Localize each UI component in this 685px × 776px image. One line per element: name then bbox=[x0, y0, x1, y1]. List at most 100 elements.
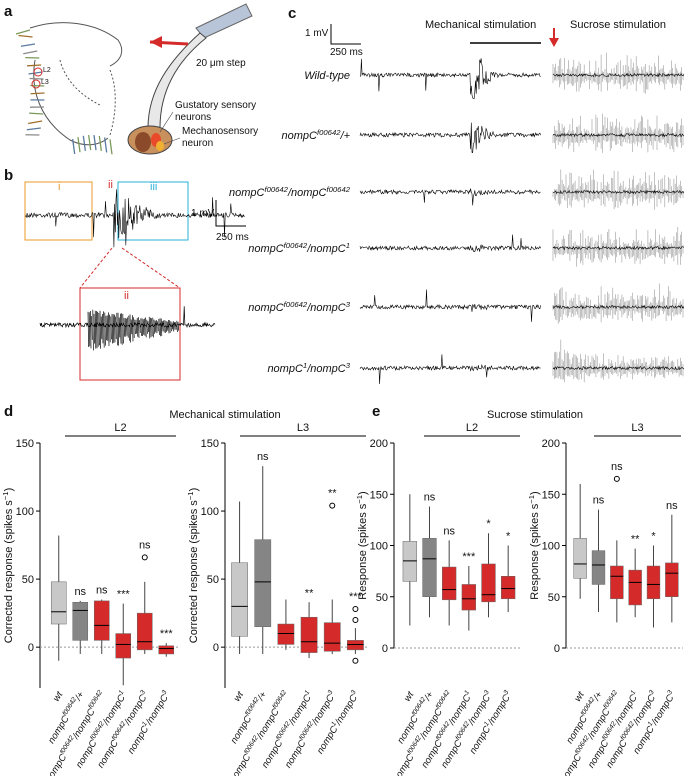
annotation: neurons bbox=[175, 112, 211, 123]
text-part: f00642 bbox=[602, 689, 619, 710]
text-part: −1 bbox=[527, 495, 536, 504]
zoom-label: ii bbox=[124, 290, 129, 302]
text-part: /+ bbox=[340, 130, 351, 142]
scale-label: 1 mV bbox=[305, 28, 329, 39]
text-part: 3 bbox=[350, 689, 358, 696]
box bbox=[591, 550, 606, 585]
segment-label: iii bbox=[150, 181, 157, 193]
box bbox=[665, 562, 679, 597]
text-part: 3 bbox=[666, 689, 674, 696]
significance: ** bbox=[631, 534, 640, 546]
significance: ns bbox=[443, 525, 455, 537]
text-part: −1 bbox=[355, 495, 364, 504]
scale-label: 250 ms bbox=[330, 47, 363, 58]
text-part: nompC bbox=[126, 724, 152, 756]
trace bbox=[359, 289, 541, 322]
box bbox=[646, 565, 661, 600]
significance: ns bbox=[257, 451, 269, 463]
bristle bbox=[93, 135, 97, 151]
group-label: L3 bbox=[631, 422, 643, 434]
stimulus-label: Sucrose stimulation bbox=[570, 19, 666, 31]
annotation: neuron bbox=[182, 138, 213, 149]
y-axis-label: Corrected response (spikes s−1) bbox=[186, 488, 200, 644]
text-part: nompC bbox=[248, 243, 284, 255]
significance: ns bbox=[593, 495, 605, 507]
trace bbox=[552, 227, 684, 267]
text-part: nompC bbox=[468, 724, 494, 756]
panel-label: c bbox=[288, 5, 296, 22]
text-part: nompC bbox=[44, 752, 70, 776]
trace bbox=[552, 189, 685, 195]
trace bbox=[87, 309, 179, 351]
panel-label: d bbox=[4, 403, 13, 420]
significance: *** bbox=[160, 628, 174, 640]
bristle bbox=[109, 139, 113, 155]
bristle bbox=[98, 135, 102, 152]
genotype-label: nompCf00642/nompC3 bbox=[248, 300, 351, 314]
text-part: Corrected response (spikes s bbox=[188, 500, 200, 644]
text-part: f00642 bbox=[272, 689, 289, 710]
box bbox=[402, 541, 417, 582]
y-axis-label: Response (spikes s−1) bbox=[527, 491, 541, 599]
y-tick-label: 100 bbox=[370, 541, 388, 553]
bristle bbox=[26, 127, 41, 131]
trace bbox=[552, 52, 684, 94]
significance: ns bbox=[96, 585, 108, 597]
y-tick-label: 50 bbox=[207, 574, 219, 586]
text-part: 1 bbox=[330, 720, 338, 727]
bristle bbox=[77, 137, 81, 153]
y-tick-label: 0 bbox=[28, 642, 34, 654]
bristle bbox=[27, 64, 42, 67]
genotype-label: nompCf00642/+ bbox=[282, 128, 351, 142]
significance: * bbox=[486, 518, 491, 530]
text-part: 1 bbox=[346, 241, 350, 250]
trace bbox=[359, 234, 541, 253]
text-part: 1 bbox=[141, 720, 149, 727]
y-tick-label: 150 bbox=[16, 438, 34, 450]
bristle bbox=[72, 138, 76, 155]
text-part: Wild-type bbox=[304, 70, 350, 82]
significance: ns bbox=[74, 586, 86, 598]
significance: ns bbox=[424, 492, 436, 504]
bristle bbox=[23, 50, 38, 55]
segment-box bbox=[24, 181, 93, 241]
bristle bbox=[104, 137, 108, 153]
text-part: nompC bbox=[559, 752, 585, 776]
genotype-label: nompCf00642/nompCf00642 bbox=[229, 185, 351, 199]
outlier bbox=[352, 616, 359, 623]
bristle bbox=[15, 29, 31, 35]
y-tick-label: 50 bbox=[22, 574, 34, 586]
text-part: ) bbox=[529, 491, 541, 495]
text-part: f00642 bbox=[87, 689, 104, 710]
y-tick-label: 200 bbox=[370, 438, 388, 450]
panel-title: Sucrose stimulation bbox=[487, 409, 583, 421]
trace bbox=[24, 189, 245, 248]
text-part: nompC bbox=[631, 724, 657, 756]
box bbox=[347, 640, 364, 651]
bristle bbox=[27, 120, 43, 125]
text-part: nompC bbox=[267, 363, 303, 375]
trace bbox=[359, 58, 541, 100]
significance: ** bbox=[328, 488, 337, 500]
panel-label: e bbox=[372, 403, 380, 420]
text-part: nompC bbox=[391, 752, 417, 776]
text-part: 3 bbox=[161, 689, 169, 696]
text-part: wt bbox=[402, 689, 417, 703]
text-part: nompC bbox=[282, 130, 318, 142]
text-part: nompC bbox=[229, 187, 265, 199]
significance: *** bbox=[117, 589, 131, 601]
y-tick-label: 100 bbox=[542, 541, 560, 553]
bristle bbox=[28, 71, 43, 75]
text-part: 1 bbox=[303, 689, 311, 696]
text-part: 3 bbox=[503, 689, 511, 696]
segment-label: i bbox=[58, 181, 60, 193]
box bbox=[254, 539, 272, 628]
text-part: 1 bbox=[463, 689, 471, 696]
box bbox=[93, 600, 110, 641]
text-part: wt bbox=[232, 689, 247, 703]
stimulus-arrow bbox=[549, 38, 559, 47]
text-part: −1 bbox=[1, 491, 10, 500]
text-part: 3 bbox=[139, 689, 147, 696]
text-part: nompC bbox=[95, 738, 121, 770]
step-label: 20 μm step bbox=[196, 58, 246, 69]
